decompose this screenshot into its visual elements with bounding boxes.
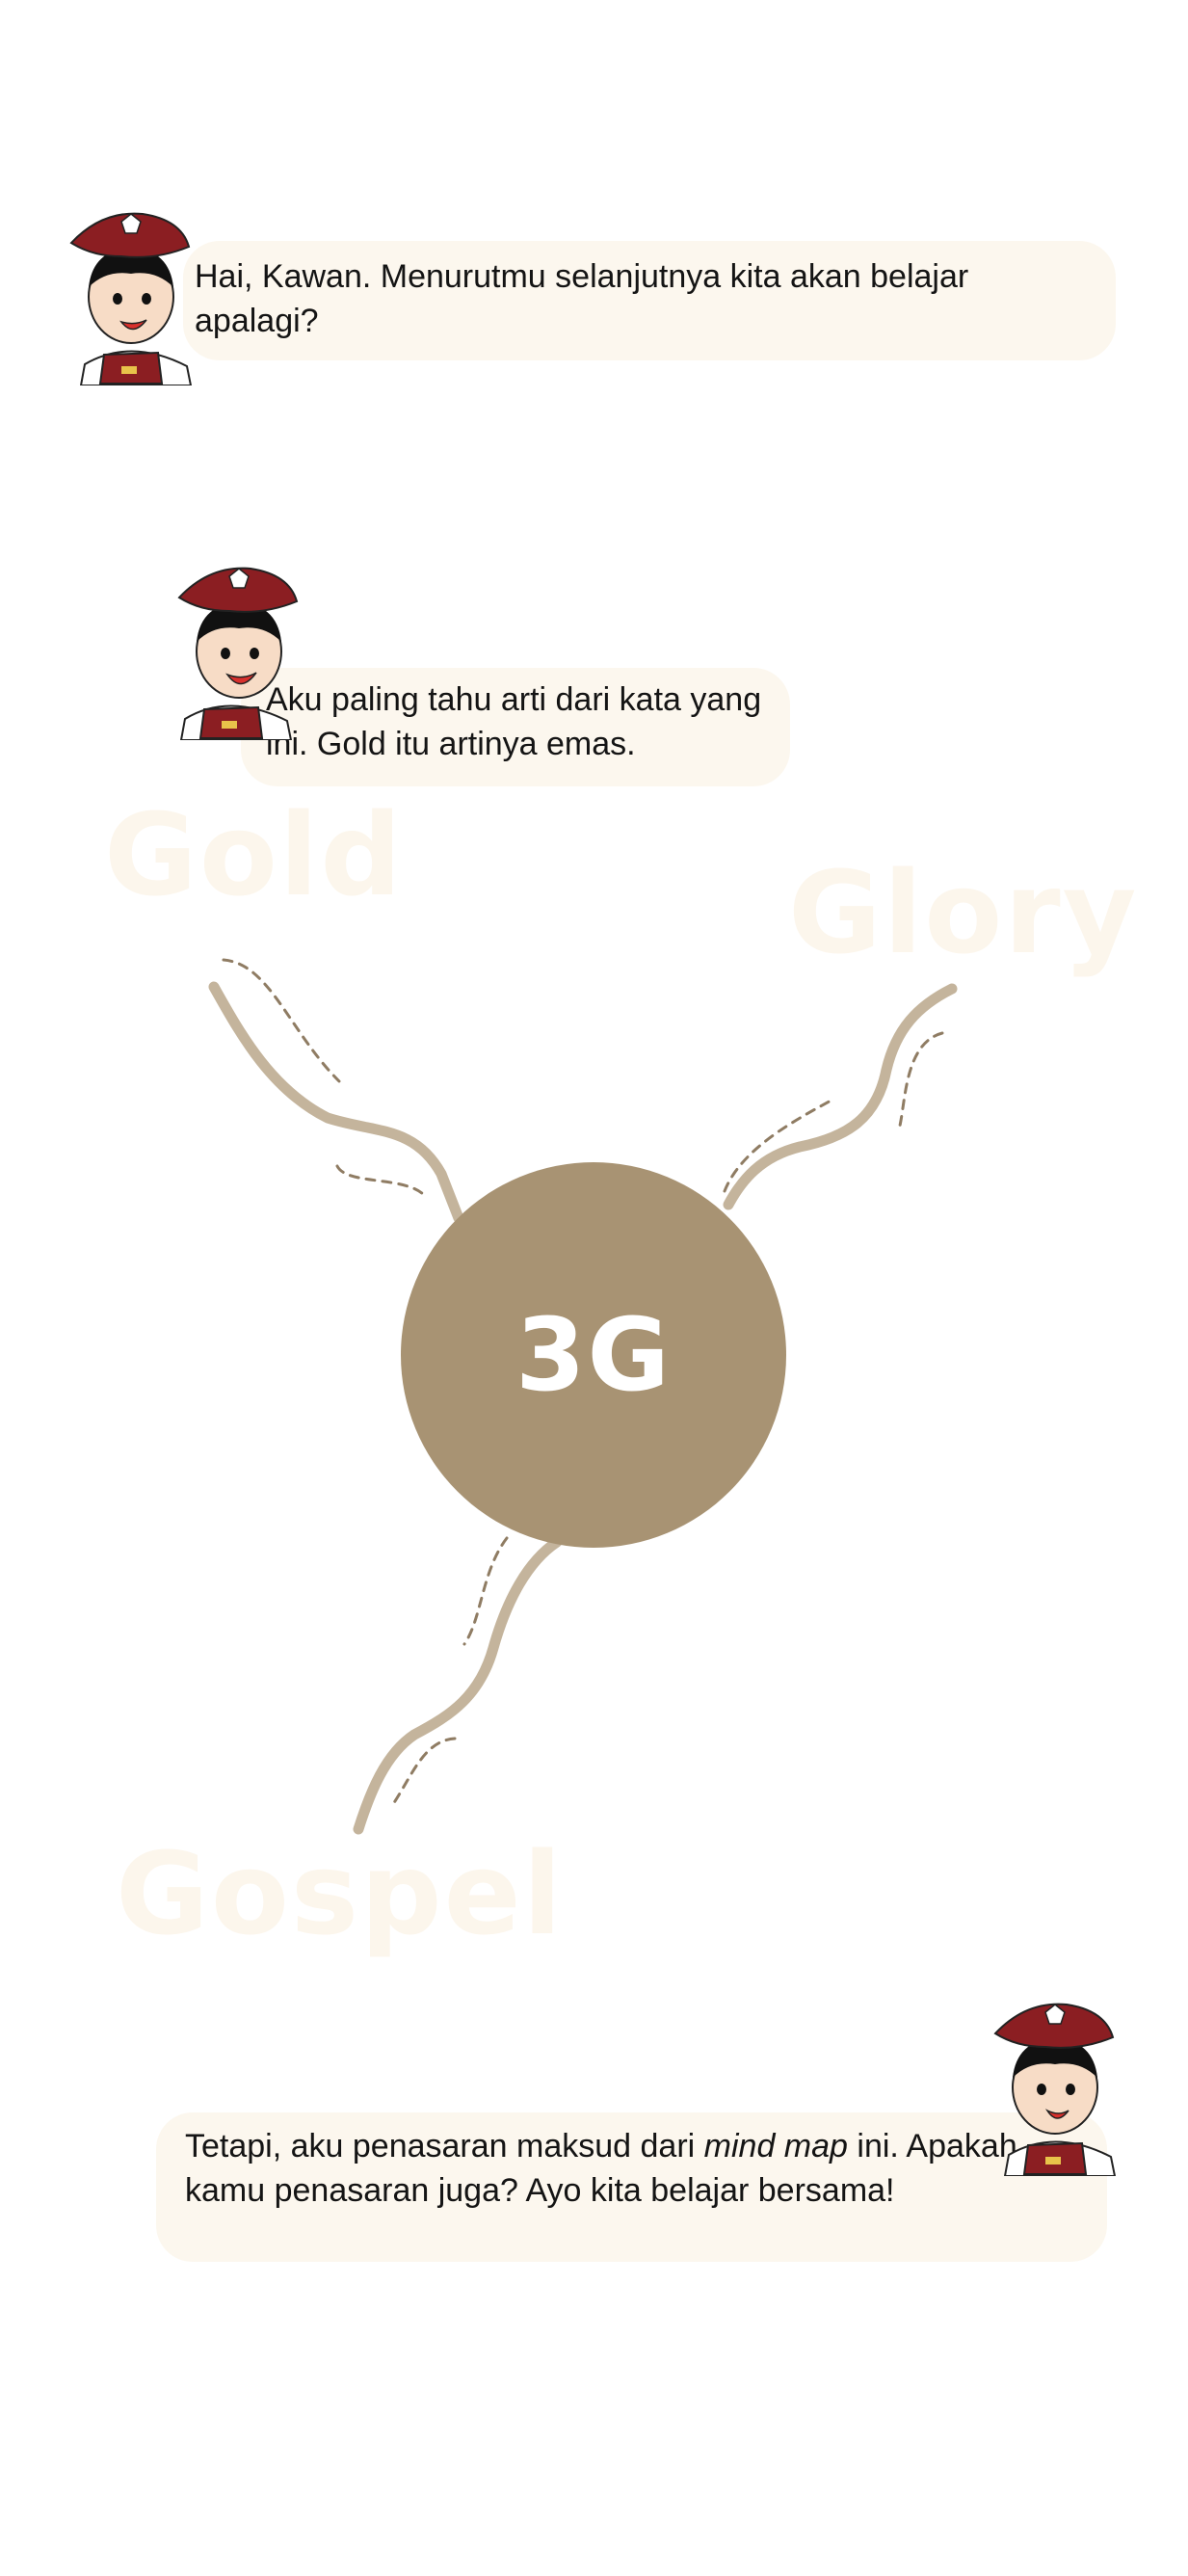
mind-map-center-label: 3G [515, 1296, 672, 1414]
branch-line-glory [723, 983, 958, 1210]
speech-bubble-second: Aku paling tahu arti dari kata yang ini.… [241, 668, 790, 786]
dash-gold-1 [222, 958, 341, 1083]
dash-glory-2 [898, 1031, 944, 1128]
boy-scout-mascot-icon [177, 567, 299, 740]
branch-label-glory: Glory [788, 846, 1139, 979]
dash-glory-1 [723, 1097, 836, 1193]
branch-label-gospel: Gospel [116, 1827, 565, 1960]
boy-scout-mascot-icon [993, 2003, 1117, 2176]
mind-map-center: 3G [401, 1162, 786, 1548]
speech-bubble-third: Tetapi, aku penasaran maksud dari mind m… [156, 2112, 1107, 2262]
speech-text-third-italic: mind map [703, 2128, 848, 2164]
dash-gold-2 [335, 1164, 426, 1197]
speech-text-third-end: ini. Apakah kamu penasaran juga? Ayo kit… [185, 2128, 1017, 2209]
emblem-icon [228, 568, 250, 589]
branch-label-gold: Gold [104, 788, 404, 921]
speech-text-second: Aku paling tahu arti dari kata yang ini.… [266, 681, 762, 762]
branch-line-gold [208, 981, 464, 1224]
dash-gospel-1 [462, 1536, 509, 1646]
emblem-icon [120, 213, 142, 234]
speech-bubble-first: Hai, Kawan. Menurutmu selanjutnya kita a… [183, 241, 1116, 360]
branch-line-gospel [353, 1536, 563, 1835]
speech-text-third-start: Tetapi, aku penasaran maksud dari [185, 2128, 704, 2164]
speech-text-first: Hai, Kawan. Menurutmu selanjutnya kita a… [195, 258, 969, 339]
emblem-icon [1044, 2004, 1066, 2025]
dash-gospel-2 [391, 1737, 457, 1806]
boy-scout-mascot-icon [69, 212, 193, 385]
